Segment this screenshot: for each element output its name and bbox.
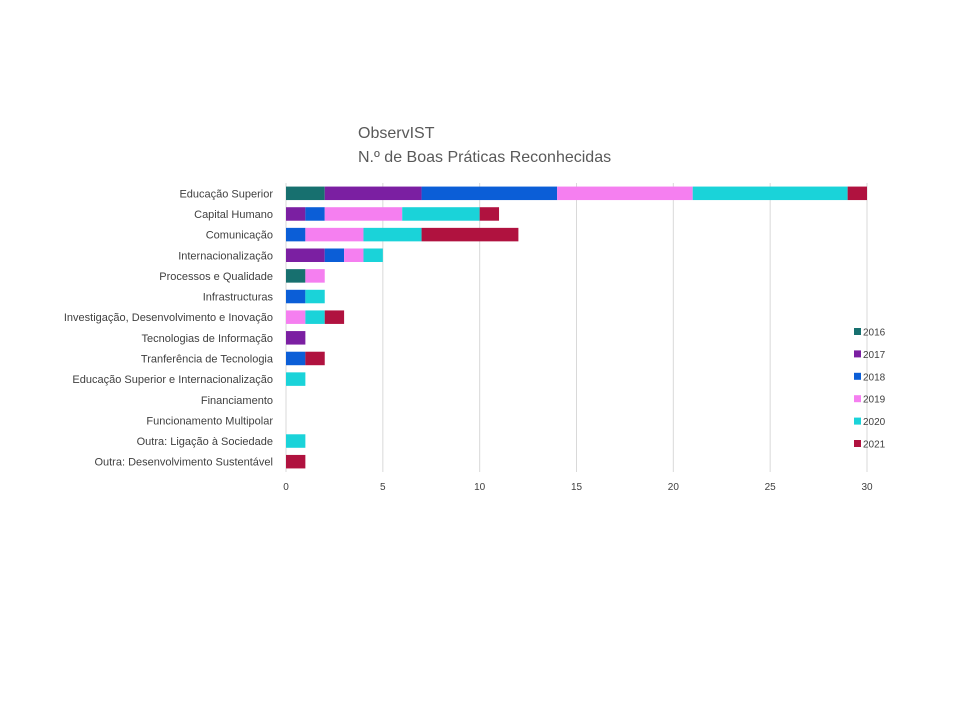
chart-title: ObservIST xyxy=(358,125,435,142)
legend-label: 2018 xyxy=(863,372,886,383)
category-label: Funcionamento Multipolar xyxy=(146,415,273,427)
bar-segment xyxy=(344,248,364,262)
bar-segment xyxy=(286,434,306,448)
bar-segment xyxy=(692,186,848,201)
bar-segment xyxy=(286,351,306,366)
bar-segment xyxy=(286,186,325,201)
bar-segment xyxy=(286,310,306,324)
x-tick-label: 5 xyxy=(380,482,386,493)
legend-swatch xyxy=(854,328,861,335)
legend-swatch xyxy=(854,350,861,358)
bar-segment xyxy=(286,269,306,283)
legend-swatch xyxy=(854,395,861,403)
bar-segment xyxy=(305,269,325,283)
bar-segment xyxy=(286,331,306,345)
x-tick-label: 20 xyxy=(668,482,680,493)
category-label: Tranferência de Tecnologia xyxy=(141,353,274,365)
category-label: Outra: Desenvolvimento Sustentável xyxy=(94,457,273,469)
bar-segment xyxy=(286,454,306,469)
chart-subtitle: N.º de Boas Práticas Reconhecidas xyxy=(358,149,611,166)
legend-label: 2019 xyxy=(863,395,886,406)
category-label: Tecnologias de Informação xyxy=(142,333,273,345)
bar-segment xyxy=(305,289,325,304)
legend-swatch xyxy=(854,372,861,380)
bar-segment xyxy=(479,207,500,221)
bar-segment xyxy=(324,186,422,201)
legend-swatch xyxy=(854,440,861,447)
category-label: Financiamento xyxy=(201,395,273,407)
bar-segment xyxy=(286,207,306,221)
bar-segment xyxy=(421,186,558,201)
bar-segment xyxy=(286,372,306,386)
category-label: Comunicação xyxy=(206,230,273,242)
category-label: Infrastructuras xyxy=(203,292,274,304)
gridlines xyxy=(285,183,868,472)
x-tick-label: 10 xyxy=(474,482,486,493)
legend-label: 2021 xyxy=(863,440,886,451)
category-label: Outra: Ligação à Sociedade xyxy=(137,436,273,448)
bar-segment xyxy=(402,207,480,221)
bars xyxy=(286,186,867,469)
category-label: Investigação, Desenvolvimento e Inovação xyxy=(64,312,273,324)
bar-segment xyxy=(421,227,519,242)
category-label: Educação Superior e Internacionalização xyxy=(72,374,273,386)
bar-segment xyxy=(305,207,325,221)
category-labels: Educação Superior Capital Humano Comunicaç… xyxy=(64,188,274,468)
bar-segment xyxy=(286,248,325,262)
x-tick-label: 15 xyxy=(571,482,583,493)
bar-segment xyxy=(363,227,422,242)
bar-segment xyxy=(557,186,693,201)
bar-segment xyxy=(324,207,403,221)
bar-segment xyxy=(847,186,867,201)
x-tick-label: 30 xyxy=(861,482,873,493)
bar-segment xyxy=(286,289,306,304)
x-axis-tick-labels: 0 5 10 15 20 25 30 xyxy=(283,482,873,493)
bar-segment xyxy=(363,248,383,262)
category-label: Internacionalização xyxy=(178,250,273,262)
bar-segment xyxy=(305,351,325,366)
legend: 2016 2017 2018 2019 2020 2021 xyxy=(854,328,886,451)
bar-segment xyxy=(286,227,306,242)
category-label: Capital Humano xyxy=(194,209,273,221)
bar-segment xyxy=(305,310,325,324)
category-label: Educação Superior xyxy=(179,188,273,200)
legend-label: 2017 xyxy=(863,350,886,361)
category-label: Processos e Qualidade xyxy=(159,271,273,283)
bar-segment xyxy=(305,227,364,242)
bar-segment xyxy=(324,310,345,324)
legend-label: 2020 xyxy=(863,417,886,428)
legend-label: 2016 xyxy=(863,328,886,339)
legend-swatch xyxy=(854,417,861,425)
x-tick-label: 0 xyxy=(283,482,289,493)
x-tick-label: 25 xyxy=(765,482,777,493)
bar-segment xyxy=(324,248,345,262)
